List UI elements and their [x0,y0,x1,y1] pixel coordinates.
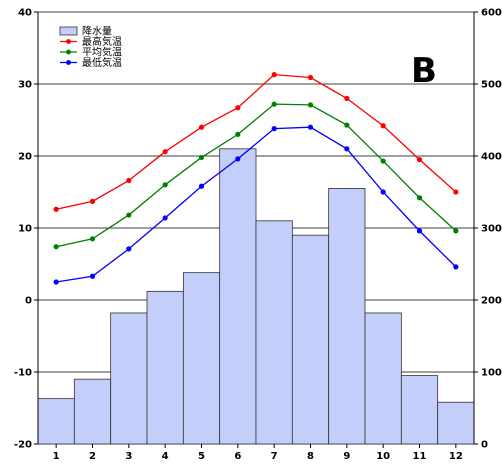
left-tick-label: 40 [18,8,32,19]
left-tick-label: 0 [25,296,32,307]
series-point [344,122,350,128]
left-tick-label: 10 [18,224,32,235]
x-tick-label: 12 [449,451,463,462]
right-tick-label: 200 [481,296,502,307]
series-point [453,264,459,270]
series-point [416,157,423,163]
legend-swatch-point [66,39,71,44]
series-point [162,215,168,221]
series-point [89,198,96,204]
x-tick-label: 2 [89,451,96,462]
series-point [198,124,205,130]
series-point [162,149,168,155]
x-tick-label: 4 [162,451,169,462]
series-point [344,146,350,152]
series-point [162,182,168,188]
series-point [126,246,132,252]
precipitation-bar [291,234,330,445]
x-tick-label: 10 [376,451,390,462]
precipitation-bar [146,290,184,445]
legend-label: 最高気温 [82,35,122,48]
series-point [416,195,423,201]
precipitation-bar [37,398,75,445]
x-tick-label: 8 [307,451,314,462]
precipitation-bar [110,312,148,445]
temperature-lines [53,72,459,285]
right-tick-label: 400 [481,152,502,163]
legend-label: 平均気温 [82,46,122,59]
series-point [126,212,132,218]
series-point [344,95,350,101]
series-point [453,189,459,195]
series-point [235,131,241,137]
series-point [235,105,241,111]
series-point [235,156,241,162]
x-tick-label: 1 [53,451,60,462]
x-tick-label: 3 [125,451,132,462]
left-tick-label: 20 [18,152,32,163]
precipitation-bar [255,220,293,445]
precipitation-bar [437,401,475,445]
right-tick-label: 100 [481,368,502,379]
right-tick-label: 300 [481,224,502,235]
x-tick-label: 5 [198,451,205,462]
series-point [271,126,277,132]
series-point [307,74,314,81]
legend-swatch-bars [59,26,78,36]
series-point [307,102,314,108]
x-tick-label: 7 [271,451,278,462]
series-line [56,103,457,248]
series-line [56,126,457,283]
series-point [453,228,459,234]
series-point [53,279,59,285]
series-point [198,154,205,161]
series-point [89,236,96,242]
legend-label: 降水量 [82,25,112,38]
series-point [271,72,277,78]
legend-swatch-point [66,49,71,55]
series-point [380,123,386,129]
series-point [126,177,132,184]
left-tick-label: 30 [18,80,32,91]
right-tick-label: 0 [481,440,488,451]
precipitation-bar [328,187,366,445]
x-tick-label: 9 [343,451,350,462]
series-point [271,101,277,107]
left-tick-label: -10 [14,368,32,379]
series-point [53,206,59,212]
right-tick-label: 500 [481,80,502,91]
precipitation-bar [364,312,402,445]
right-tick-label: 600 [481,8,502,19]
precipitation-bar [73,378,112,445]
panel-label: B [411,51,437,91]
series-line [56,73,457,210]
series-point [198,183,205,189]
precipitation-bar [182,272,221,445]
x-tick-label: 6 [234,451,241,462]
series-point [53,244,59,250]
legend-label: 最低気温 [82,56,122,69]
series-point [416,228,423,234]
series-point [380,189,386,195]
left-tick-label: -20 [14,440,32,451]
series-point [89,273,96,279]
legend-swatch-point [66,60,71,65]
precipitation-bar [400,375,439,445]
x-tick-label: 11 [413,451,427,462]
series-point [380,158,386,164]
precipitation-bars [37,148,475,445]
series-point [307,124,314,130]
precipitation-bar [219,148,257,445]
